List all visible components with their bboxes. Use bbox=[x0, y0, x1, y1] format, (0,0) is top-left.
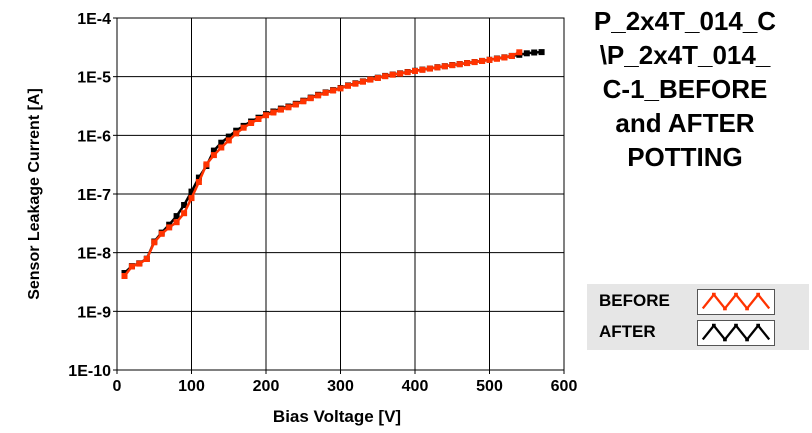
y-tick-label: 1E-7 bbox=[77, 187, 111, 204]
data-point-after bbox=[210, 147, 217, 154]
data-point-before bbox=[315, 92, 322, 99]
data-point-before bbox=[345, 82, 351, 89]
data-point-before bbox=[136, 260, 143, 267]
data-point-before bbox=[270, 109, 277, 116]
data-point-before bbox=[151, 239, 158, 246]
data-point-before bbox=[516, 49, 523, 56]
chart-title-line: \P_2x4T_014_ bbox=[599, 40, 771, 70]
data-point-after bbox=[195, 174, 202, 181]
data-point-before bbox=[128, 263, 135, 270]
data-point-before bbox=[397, 70, 404, 77]
data-point-after bbox=[173, 213, 180, 220]
data-point-before bbox=[277, 106, 284, 113]
data-point-before bbox=[441, 63, 448, 70]
data-point-before bbox=[419, 66, 426, 73]
legend: BEFORE AFTER bbox=[587, 284, 809, 350]
chart-title-line: P_2x4T_014_C bbox=[593, 6, 777, 36]
data-point-before bbox=[471, 59, 478, 66]
data-point-before bbox=[374, 75, 381, 81]
data-point-before bbox=[330, 87, 337, 94]
chart-title-line: and AFTER bbox=[615, 108, 755, 138]
data-point-before bbox=[255, 116, 262, 122]
data-point-before bbox=[195, 179, 202, 185]
data-point-before bbox=[382, 73, 389, 80]
data-point-before bbox=[322, 89, 329, 96]
legend-item-after[interactable]: AFTER bbox=[587, 318, 809, 348]
x-tick-label: 200 bbox=[253, 378, 280, 395]
data-point-after bbox=[181, 202, 188, 208]
data-point-before bbox=[188, 195, 195, 202]
data-point-before bbox=[143, 256, 150, 262]
data-point-after bbox=[218, 139, 225, 146]
data-point-before bbox=[248, 120, 255, 126]
data-point-before bbox=[218, 144, 225, 151]
data-point-before bbox=[263, 112, 269, 119]
data-point-before bbox=[173, 219, 180, 226]
data-point-after bbox=[523, 50, 530, 57]
x-tick-label: 100 bbox=[178, 378, 205, 395]
chart-title-line: C-1_BEFORE bbox=[602, 74, 768, 104]
series-layer bbox=[121, 49, 545, 279]
data-point-before bbox=[285, 104, 292, 111]
data-point-before bbox=[456, 61, 463, 68]
y-axis-label: Sensor Leakage Current [A] bbox=[26, 88, 43, 300]
data-point-before bbox=[389, 71, 396, 78]
x-tick-label: 0 bbox=[113, 378, 122, 395]
data-point-before bbox=[479, 58, 486, 64]
y-tick-label: 1E-5 bbox=[77, 70, 111, 87]
chart-title: P_2x4T_014_C \P_2x4T_014_ C-1_BEFORE and… bbox=[562, 4, 808, 174]
data-point-after bbox=[225, 133, 232, 140]
x-tick-label: 600 bbox=[551, 378, 578, 395]
data-point-before bbox=[486, 56, 493, 63]
data-point-after bbox=[188, 188, 195, 195]
data-point-before bbox=[337, 85, 344, 92]
data-point-before bbox=[404, 69, 411, 76]
legend-swatch-before bbox=[697, 289, 775, 315]
legend-swatch-after bbox=[697, 320, 775, 346]
legend-label: AFTER bbox=[599, 322, 656, 341]
data-point-before bbox=[307, 95, 314, 102]
data-point-before bbox=[240, 124, 247, 131]
data-point-before bbox=[225, 137, 232, 144]
data-point-before bbox=[203, 161, 210, 168]
data-point-before bbox=[121, 273, 128, 279]
y-tick-label: 1E-6 bbox=[77, 128, 111, 145]
data-point-before bbox=[367, 76, 374, 83]
data-point-after bbox=[531, 49, 538, 56]
y-axis-ticks: 1E-10 1E-9 1E-8 1E-7 1E-6 1E-5 1E-4 bbox=[68, 11, 117, 380]
y-tick-label: 1E-10 bbox=[68, 363, 111, 380]
y-tick-label: 1E-9 bbox=[77, 304, 111, 321]
data-point-before bbox=[359, 78, 366, 85]
legend-label: BEFORE bbox=[599, 291, 670, 310]
data-point-before bbox=[464, 60, 471, 67]
legend-item-before[interactable]: BEFORE bbox=[587, 287, 809, 317]
data-point-before bbox=[352, 80, 359, 87]
data-point-before bbox=[181, 210, 188, 217]
data-point-before bbox=[210, 152, 217, 159]
data-point-before bbox=[434, 64, 441, 71]
data-point-before bbox=[449, 62, 456, 69]
data-point-before bbox=[292, 101, 299, 108]
data-point-before bbox=[166, 224, 173, 231]
x-tick-label: 500 bbox=[476, 378, 503, 395]
chart-title-line: POTTING bbox=[627, 142, 743, 172]
x-axis-label: Bias Voltage [V] bbox=[273, 407, 401, 426]
data-point-before bbox=[493, 55, 500, 62]
x-tick-label: 300 bbox=[327, 378, 354, 395]
data-point-before bbox=[233, 130, 240, 137]
data-point-after bbox=[538, 49, 545, 56]
x-axis-ticks: 0 100 200 300 400 500 600 bbox=[113, 370, 578, 395]
data-point-before bbox=[426, 65, 433, 72]
data-point-before bbox=[158, 230, 165, 237]
y-tick-label: 1E-4 bbox=[77, 11, 111, 28]
data-point-before bbox=[508, 53, 515, 59]
data-point-before bbox=[501, 54, 508, 61]
data-point-before bbox=[412, 68, 418, 74]
data-point-before bbox=[300, 98, 307, 105]
y-tick-label: 1E-8 bbox=[77, 246, 111, 263]
x-tick-label: 400 bbox=[402, 378, 429, 395]
